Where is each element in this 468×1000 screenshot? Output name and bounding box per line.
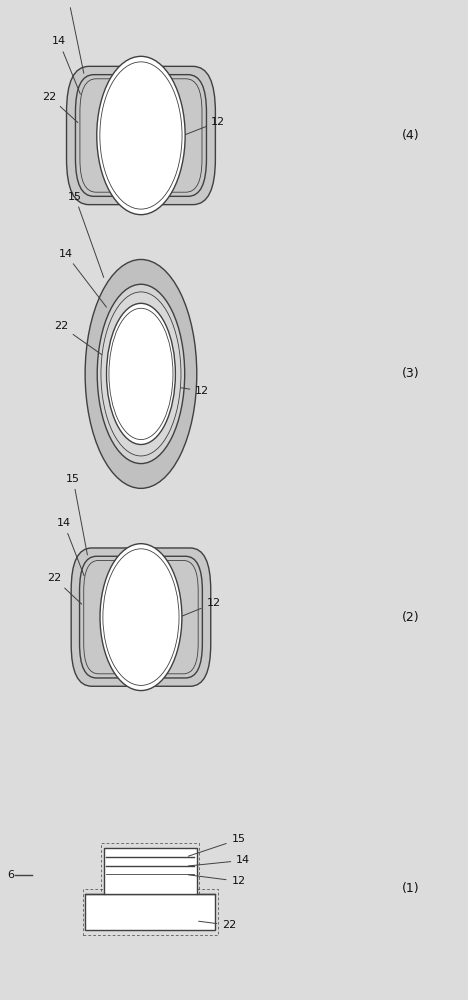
Ellipse shape: [97, 56, 185, 215]
Text: 14: 14: [52, 36, 80, 94]
Text: 6: 6: [7, 870, 15, 880]
Ellipse shape: [101, 292, 181, 456]
Bar: [102, 843, 199, 898]
Ellipse shape: [100, 544, 182, 691]
Bar: [104, 848, 197, 894]
Text: 14: 14: [57, 518, 84, 576]
Ellipse shape: [107, 303, 176, 444]
Text: 22: 22: [54, 321, 106, 358]
Text: 22: 22: [47, 573, 82, 604]
Text: (4): (4): [402, 129, 420, 142]
Text: 15: 15: [188, 834, 246, 856]
Bar: [85, 894, 215, 930]
Text: (3): (3): [402, 367, 420, 380]
Text: 15: 15: [66, 474, 88, 555]
Text: 15: 15: [68, 192, 104, 277]
Text: 12: 12: [164, 598, 220, 623]
Ellipse shape: [85, 259, 197, 488]
FancyBboxPatch shape: [66, 66, 215, 205]
Text: (1): (1): [402, 882, 420, 895]
Text: 22: 22: [43, 92, 78, 123]
Text: 12: 12: [166, 117, 226, 142]
Bar: [83, 889, 218, 935]
Text: 15: 15: [61, 0, 84, 73]
Text: 14: 14: [58, 249, 107, 307]
Text: (2): (2): [402, 611, 420, 624]
Text: 12: 12: [189, 875, 246, 886]
FancyBboxPatch shape: [71, 548, 211, 686]
Text: 12: 12: [163, 385, 209, 396]
Text: 22: 22: [198, 920, 236, 930]
Ellipse shape: [97, 284, 185, 464]
Text: 14: 14: [189, 855, 250, 866]
